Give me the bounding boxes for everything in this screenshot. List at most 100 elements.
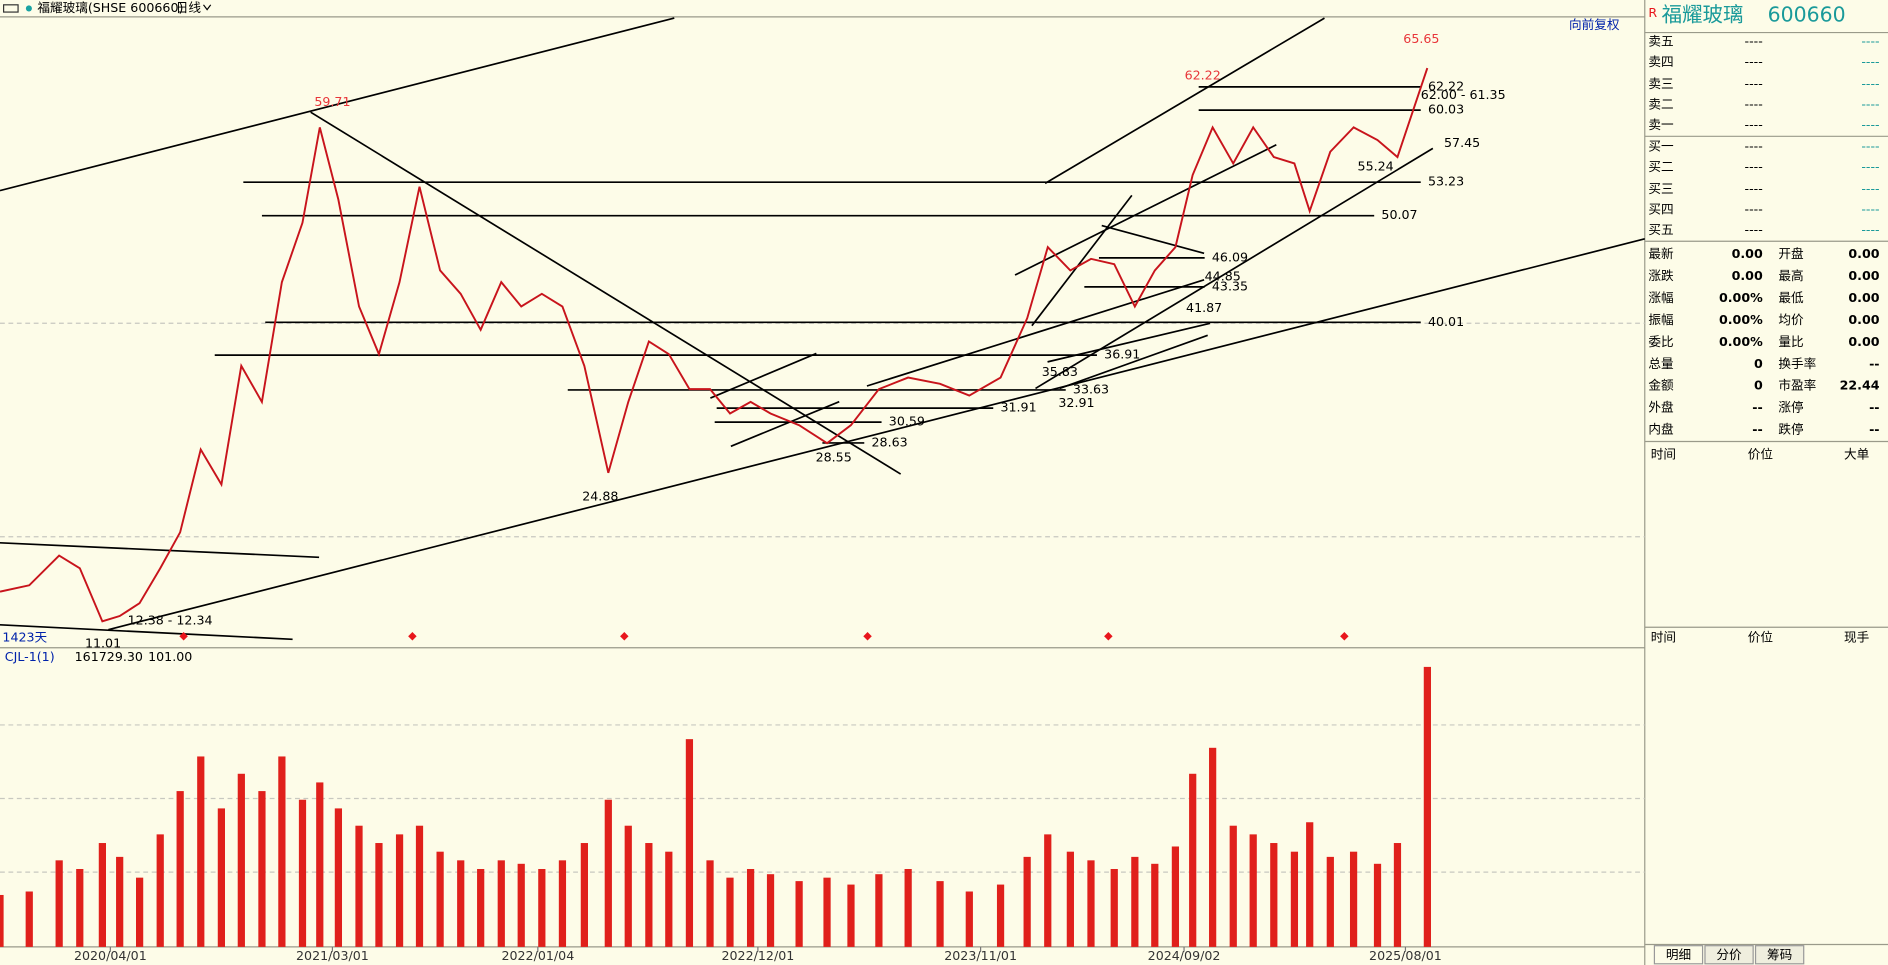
x-tick-label: 2022/12/01 [722,948,795,963]
volume-bar [624,825,632,947]
volume-bar [197,756,205,947]
volume-bar [1290,851,1299,947]
stock-name: 福耀玻璃 [1662,3,1744,27]
trend-line [730,400,840,448]
volume-bar [116,856,124,947]
column-header: 现手 [1844,630,1870,645]
volume-bar [1349,851,1358,947]
volume-bar [136,877,144,947]
stat-label: 均价 [1778,312,1804,327]
book-price: ---- [1745,139,1763,154]
event-marker[interactable] [620,632,629,641]
tab-label[interactable]: 明细 [1666,947,1691,962]
days-label: 1423天 [2,630,47,645]
volume-bar [375,843,383,947]
volume-bar [55,860,63,947]
price-level-label: 31.91 [1000,400,1036,415]
period-selector[interactable]: 日线 [176,0,202,15]
book-price: ---- [1745,181,1763,196]
stat-label: 涨幅 [1648,290,1674,305]
stat-label: 最高 [1778,268,1803,283]
volume-bar [1229,825,1237,947]
dropdown-arrow[interactable] [203,4,212,11]
trend-line [1014,143,1277,276]
price-level-label: 33.63 [1073,381,1109,396]
tab[interactable] [1653,945,1704,965]
event-marker[interactable] [408,632,417,641]
trend-line [1031,194,1133,327]
price-level-label: 53.23 [1428,174,1464,189]
stat-label: 跌停 [1778,422,1803,437]
volume-bar [278,756,286,947]
adjust-mode[interactable]: 向前复权 [1569,17,1620,32]
column-header: 时间 [1651,446,1676,461]
stat-value: 0.00% [1719,334,1763,349]
event-marker[interactable] [179,632,188,641]
stat-label: 市盈率 [1778,378,1816,393]
volume-bar [76,868,84,947]
trend-line [0,541,320,559]
book-volume: ---- [1861,201,1879,216]
column-header: 大单 [1844,446,1869,461]
stat-label: 总量 [1648,356,1674,371]
volume-bar [316,782,324,947]
volume-bar [1306,822,1314,947]
volume-bar [457,860,465,947]
book-volume: ---- [1861,159,1879,174]
stat-label: 金额 [1648,378,1674,393]
volume-bar [1270,843,1278,947]
price-level-label: 28.63 [871,434,907,449]
layout-icon[interactable] [3,4,19,13]
stat-value: 0.00 [1732,268,1763,283]
stat-label: 内盘 [1648,422,1674,437]
price-annotation: 65.65 [1403,31,1439,46]
volume-bar [1249,834,1257,947]
tab[interactable] [1754,945,1805,965]
volume-bar [217,808,225,947]
stat-value: 0.00 [1848,268,1879,283]
column-header: 价位 [1748,630,1774,645]
price-annotation: 62.22 [1185,68,1221,83]
volume-bar [298,799,307,947]
price-level-label: 30.59 [889,414,925,429]
stat-label: 外盘 [1648,400,1674,415]
book-label: 卖四 [1648,54,1673,69]
x-tick-label: 2020/04/01 [74,948,147,963]
volume-bar [355,825,363,947]
trend-line [108,238,1645,631]
book-volume: ---- [1861,54,1879,69]
volume-bar [1189,773,1197,947]
tab[interactable] [1704,945,1754,965]
book-price: ---- [1745,201,1763,216]
price-level-label: 50.07 [1381,207,1417,222]
volume-bar [1023,856,1031,947]
stat-value: -- [1752,422,1762,437]
book-price: ---- [1745,222,1763,237]
volume-bar [395,834,404,947]
stat-value: 0.00 [1732,246,1763,261]
trend-lines [0,17,1645,641]
volume-bar [1393,843,1402,947]
indicator-name[interactable]: CJL-1(1) [5,649,55,664]
price-level-label: 43.35 [1212,278,1248,293]
stat-value: 0.00 [1848,334,1879,349]
volume-bar [156,834,164,947]
x-tick-label: 2022/01/04 [501,948,574,963]
volume-bar [497,860,505,947]
stat-value: -- [1752,400,1762,415]
stat-label: 振幅 [1648,312,1674,327]
book-label: 卖五 [1648,34,1673,49]
volume-bar [477,868,485,947]
volume-bar [415,825,424,947]
price-annotation: 35.83 [1042,364,1078,379]
stat-value: 22.44 [1840,378,1880,393]
tab-label[interactable]: 筹码 [1767,947,1792,962]
volume-bar [237,773,245,947]
tab-label[interactable]: 分价 [1716,947,1742,962]
price-annotation: 62.00 - 61.35 [1421,87,1506,102]
trend-line [1044,17,1325,185]
book-volume: ---- [1861,117,1879,132]
price-annotation: 28.55 [816,450,852,465]
volume-bar [1087,860,1095,947]
event-marker[interactable] [863,632,872,641]
